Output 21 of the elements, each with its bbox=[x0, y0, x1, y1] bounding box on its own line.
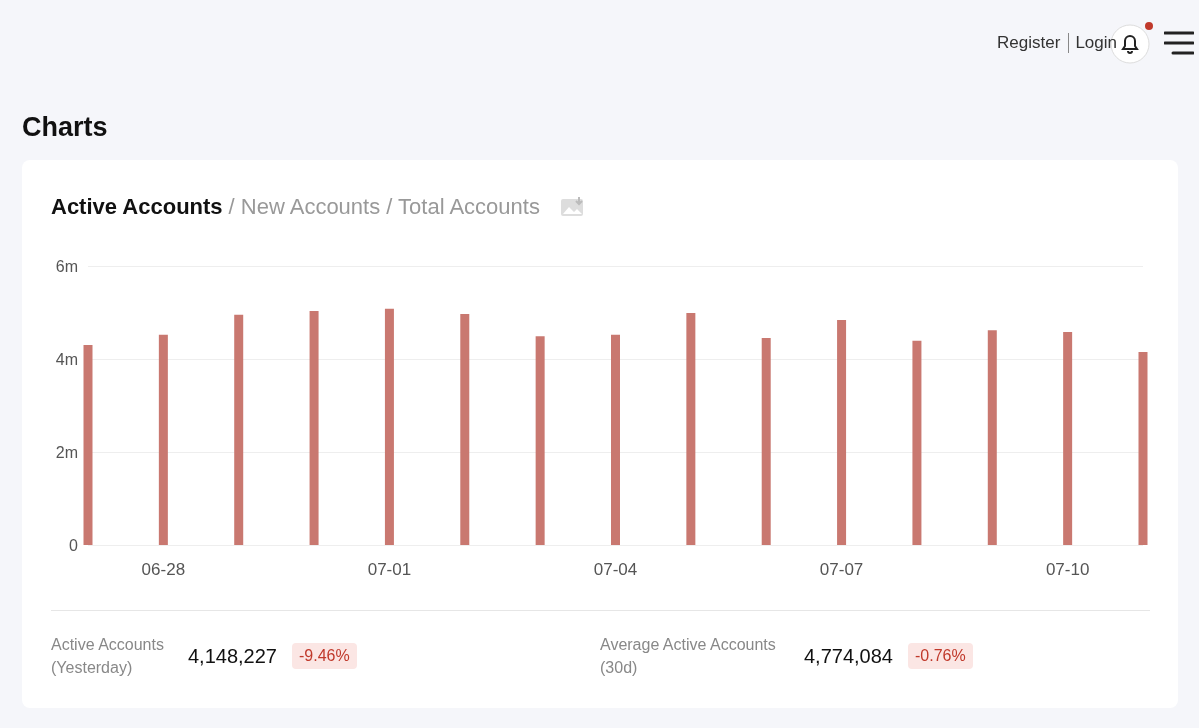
text: / New Accounts bbox=[228, 194, 381, 220]
chart-title: Active Accounts bbox=[51, 194, 223, 220]
text: 4,774,084 bbox=[804, 645, 893, 668]
text: -9.46% bbox=[292, 643, 357, 669]
x-tick-label: 06-28 bbox=[141, 560, 186, 579]
x-tick-label: 07-04 bbox=[593, 560, 638, 579]
text: Login bbox=[1068, 33, 1117, 53]
x-tick-label: 07-01 bbox=[367, 560, 412, 579]
text: Register bbox=[997, 33, 1061, 53]
y-tick-label: 0 bbox=[69, 536, 79, 554]
x-tick-label: 07-10 bbox=[1045, 560, 1090, 579]
y-tick-label: 4m bbox=[55, 350, 78, 368]
text: / Total Accounts bbox=[386, 194, 540, 220]
x-tick-label: 07-07 bbox=[819, 560, 864, 579]
y-tick-label: 2m bbox=[55, 443, 78, 461]
text: Average Active Accounts (30d) bbox=[600, 635, 776, 678]
y-tick-label: 6m bbox=[55, 257, 78, 275]
text: -0.76% bbox=[908, 643, 973, 669]
text: Charts bbox=[22, 112, 108, 143]
text: 4,148,227 bbox=[188, 645, 277, 668]
text: Active Accounts (Yesterday) bbox=[51, 635, 164, 678]
